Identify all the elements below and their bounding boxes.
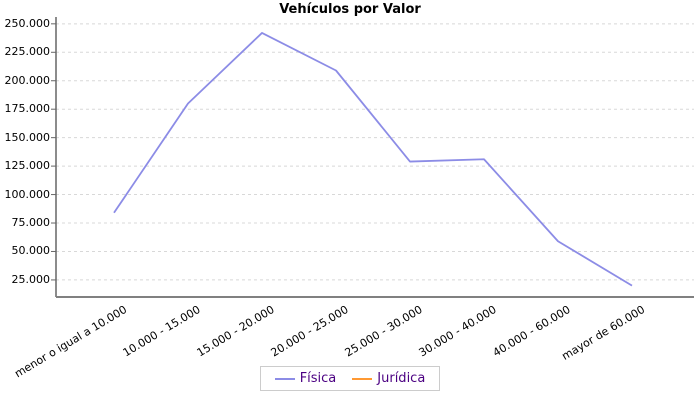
y-tick-label: 250.000 [4, 16, 51, 30]
legend-label-fisica: Física [299, 371, 337, 386]
y-tick-label: 50.000 [11, 244, 51, 258]
y-tick-label: 150.000 [4, 130, 51, 144]
y-tick-label: 200.000 [4, 73, 51, 87]
y-tick-label: 25.000 [11, 272, 51, 286]
legend-label-juridica: Jurídica [377, 371, 426, 386]
y-tick-label: 225.000 [4, 45, 51, 59]
legend-entry-juridica: Jurídica [352, 371, 425, 386]
juridica-line-swatch-icon [352, 377, 373, 380]
y-tick-label: 75.000 [11, 216, 51, 230]
series-line-física [113, 32, 633, 287]
y-tick-label: 125.000 [4, 159, 51, 173]
legend-entry-fisica: Física [274, 371, 337, 386]
y-tick-label: 100.000 [4, 187, 51, 201]
chart-title: Vehículos por Valor [279, 2, 421, 17]
fisica-line-swatch-icon [274, 377, 295, 380]
y-tick-label: 175.000 [4, 102, 51, 116]
legend: Física Jurídica [0, 366, 700, 391]
legend-frame: Física Jurídica [259, 366, 441, 391]
